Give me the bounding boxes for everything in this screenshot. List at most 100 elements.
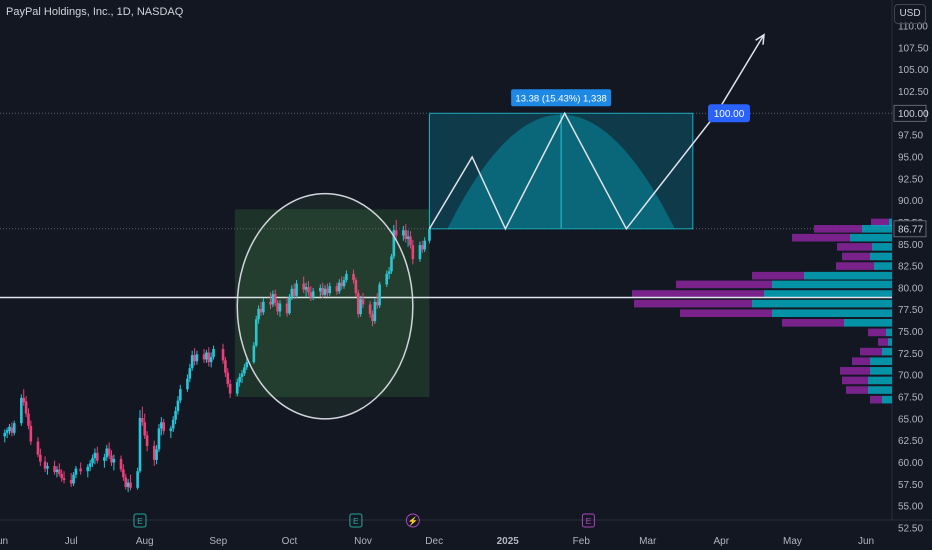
split-marker-icon[interactable]: ⚡ <box>405 513 420 528</box>
volume-bar-up <box>772 309 892 318</box>
candle-body <box>43 461 47 469</box>
candle-body <box>421 245 424 250</box>
x-tick-label: May <box>783 536 802 547</box>
volume-bar-up <box>888 338 892 346</box>
candle-body <box>143 422 147 436</box>
candle-body <box>238 376 241 383</box>
y-tick-label: 75.00 <box>898 327 923 338</box>
marker-label: E <box>353 516 359 526</box>
candle-body <box>273 294 277 303</box>
candle-body <box>411 245 415 260</box>
candle-body <box>12 423 16 433</box>
volume-bar-up <box>772 280 892 289</box>
volume-bar-down <box>634 299 752 308</box>
candle-body <box>292 288 296 296</box>
volume-bar-down <box>871 218 889 227</box>
currency-button[interactable]: USD <box>894 4 926 24</box>
volume-bar-up <box>882 347 892 356</box>
candle-body <box>375 301 379 306</box>
candle-body <box>390 256 393 272</box>
volume-bar-up <box>752 299 892 308</box>
volume-bar-up <box>886 328 892 337</box>
candle-body <box>285 303 289 314</box>
marker-label: E <box>137 516 143 526</box>
candle-body <box>95 452 99 461</box>
marker-frame <box>349 513 363 528</box>
candle-body <box>24 401 28 414</box>
earnings-marker-icon[interactable]: E <box>581 513 595 528</box>
candle-body <box>145 435 149 446</box>
candle-body <box>311 291 315 298</box>
badge-text: 100.00 <box>898 109 929 120</box>
candle-body <box>60 473 63 479</box>
candle-body <box>72 474 75 484</box>
measure-label-bg <box>511 89 612 107</box>
candle-body <box>157 428 161 450</box>
volume-bar-up <box>868 376 892 385</box>
candle-body <box>93 452 97 459</box>
candle-body <box>254 319 258 346</box>
candle-body <box>328 286 332 294</box>
candle-body <box>58 469 61 474</box>
volume-bar-down <box>870 395 882 404</box>
x-tick-label: Mar <box>639 536 657 547</box>
volume-bar-down <box>676 280 772 289</box>
candle-body <box>323 288 327 295</box>
candle-body <box>359 299 362 315</box>
candle-body <box>122 469 125 478</box>
candle-body <box>226 372 230 384</box>
volume-bar-down <box>842 376 868 385</box>
target-label-bg <box>708 104 750 123</box>
volume-bar-down <box>860 347 882 356</box>
candle-body <box>112 459 116 463</box>
candle-body <box>361 299 365 305</box>
volume-bar-down <box>752 271 804 280</box>
candle-body <box>162 422 166 432</box>
symbol-title: PayPal Holdings, Inc., 1D, NASDAQ <box>6 6 184 18</box>
candle-body <box>276 302 279 312</box>
x-tick-label: Dec <box>425 536 443 547</box>
volume-bar-up <box>882 395 892 404</box>
y-tick-label: 55.00 <box>898 502 923 513</box>
candle-body <box>22 397 26 403</box>
candle-body <box>169 428 173 432</box>
volume-bar-down <box>814 224 862 233</box>
volume-bar-down <box>632 290 764 298</box>
candle-body <box>257 308 260 320</box>
volume-bar-down <box>836 262 874 270</box>
y-tick-label: 72.50 <box>898 349 923 360</box>
y-tick-label: 67.50 <box>898 393 923 404</box>
volume-bar-down <box>680 309 772 318</box>
candle-body <box>278 303 282 312</box>
volume-bar-down <box>868 328 886 337</box>
candle-body <box>79 468 82 472</box>
candle-body <box>126 482 130 487</box>
candle-body <box>46 465 49 469</box>
y-tick-label: 57.50 <box>898 480 923 491</box>
y-tick-label: 90.00 <box>898 196 923 207</box>
candle-body <box>195 354 199 362</box>
x-tick-label: 2025 <box>497 536 520 547</box>
candle-body <box>321 287 324 295</box>
candle-body <box>129 482 132 488</box>
candle-body <box>406 236 410 240</box>
candle-body <box>290 288 294 298</box>
candle-body <box>160 422 163 429</box>
y-tick-label: 62.50 <box>898 436 923 447</box>
candle-body <box>69 479 73 484</box>
earnings-marker-icon[interactable]: E <box>133 513 147 528</box>
candle-body <box>62 478 66 480</box>
candle-body <box>428 228 431 241</box>
earnings-marker-icon[interactable]: E <box>349 513 363 528</box>
x-tick-label: Nov <box>354 536 372 547</box>
candle-body <box>245 362 249 368</box>
candle-body <box>179 389 182 401</box>
y-tick-label: 80.00 <box>898 283 923 294</box>
candle-body <box>110 455 113 463</box>
volume-bar-down <box>782 319 844 327</box>
candle-body <box>335 286 339 292</box>
candle-body <box>228 383 232 394</box>
marker-label: ⚡ <box>408 516 419 527</box>
candle-body <box>171 419 175 429</box>
